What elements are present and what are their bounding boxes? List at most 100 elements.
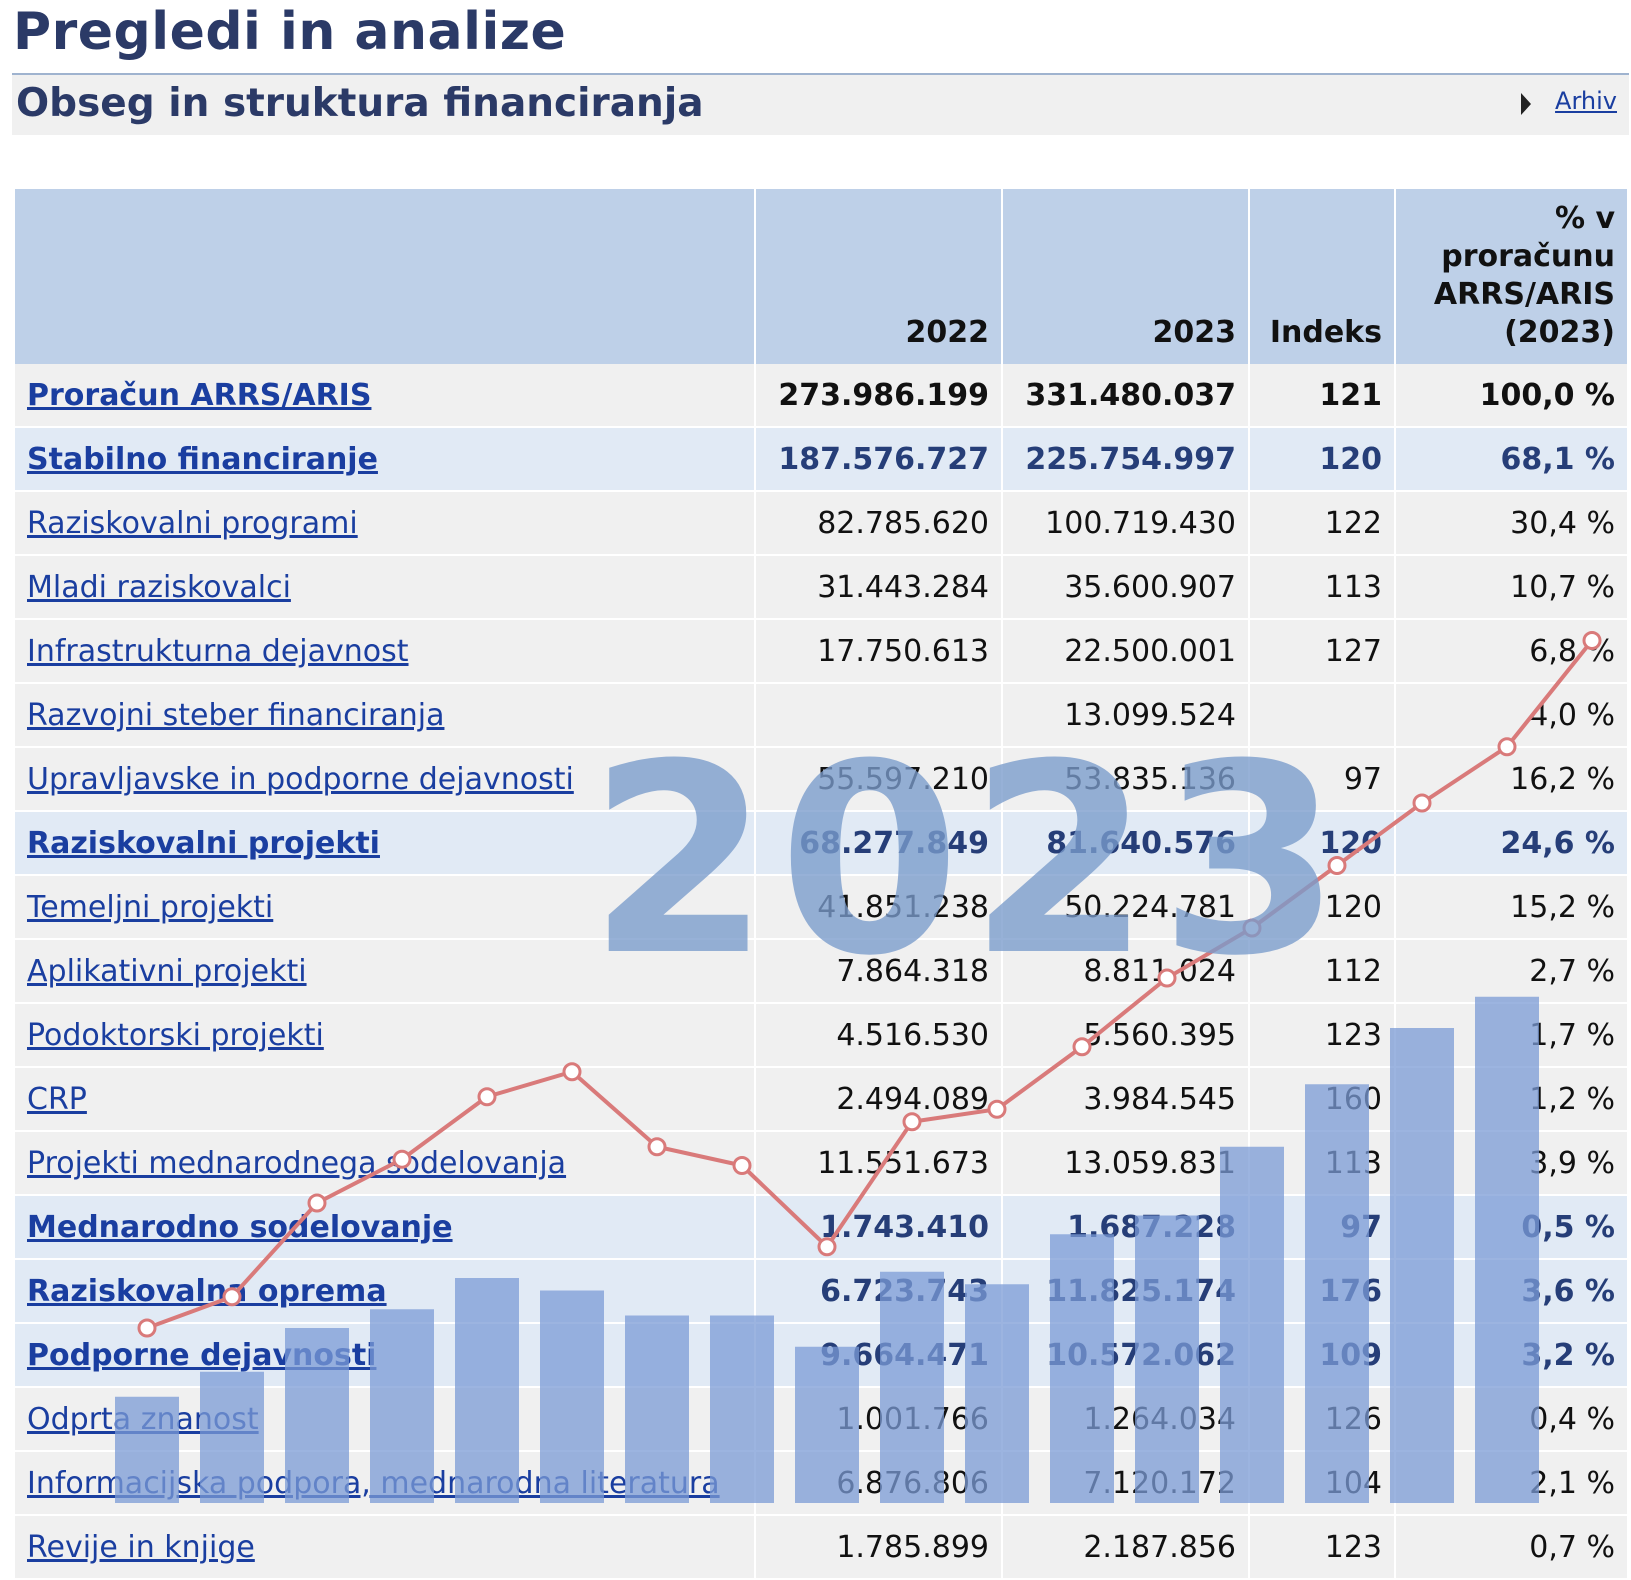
row-link[interactable]: Projekti mednarodnega sodelovanja [27,1145,567,1181]
row-label-cell: Revije in knjige [15,1515,756,1580]
index-value: 126 [1249,1387,1396,1452]
value-2023: 10.572.062 [1002,1323,1250,1388]
value-2023: 1.264.034 [1002,1387,1250,1452]
row-label-cell: Razvojni steber financiranja [15,683,756,748]
value-2022 [755,683,1003,748]
value-2023: 225.754.997 [1002,427,1250,492]
table-row: Mladi raziskovalci 31.443.284 35.600.907 11… [15,555,1627,620]
value-2022: 6.723.743 [755,1259,1003,1324]
index-value: 176 [1249,1259,1396,1324]
row-link[interactable]: Podporne dejavnosti [27,1337,377,1373]
row-link[interactable]: Upravljavske in podporne dejavnosti [27,761,574,797]
row-link[interactable]: Infrastrukturna dejavnost [27,633,409,669]
value-2023: 13.059.831 [1002,1131,1250,1196]
index-value: 113 [1249,1131,1396,1196]
table-row: Projekti mednarodnega sodelovanja 11.551.… [15,1131,1627,1196]
row-label-cell: Infrastrukturna dejavnost [15,619,756,684]
row-label-cell: Raziskovalni projekti [15,811,756,876]
table-row: Raziskovalni projekti 68.277.849 81.640.57… [15,811,1627,876]
table-row: Podoktorski projekti 4.516.530 5.560.395 12… [15,1003,1627,1068]
value-2023: 7.120.172 [1002,1451,1250,1516]
row-link[interactable]: Raziskovalna oprema [27,1273,387,1309]
index-value: 123 [1249,1515,1396,1580]
row-link[interactable]: Proračun ARRS/ARIS [27,377,372,413]
row-link[interactable]: Informacijska podpora, mednarodna litera… [27,1465,720,1501]
table-row: Podporne dejavnosti 9.664.471 10.572.062 10… [15,1323,1627,1388]
row-link[interactable]: Revije in knjige [27,1529,255,1565]
share-value: 3,2 % [1395,1323,1627,1388]
value-2023: 50.224.781 [1002,875,1250,940]
row-label-cell: Stabilno financiranje [15,427,756,492]
index-value: 123 [1249,1003,1396,1068]
table-row: CRP 2.494.089 3.984.545 160 1,2 % [15,1067,1627,1132]
share-value: 10,7 % [1395,555,1627,620]
value-2022: 1.001.766 [755,1387,1003,1452]
share-value: 68,1 % [1395,427,1627,492]
row-link[interactable]: Odprta znanost [27,1401,259,1437]
value-2022: 1.785.899 [755,1515,1003,1580]
row-link[interactable]: Stabilno financiranje [27,441,378,477]
value-2023: 1.687.228 [1002,1195,1250,1260]
index-value: 109 [1249,1323,1396,1388]
row-link[interactable]: Aplikativni projekti [27,953,307,989]
row-link[interactable]: Podoktorski projekti [27,1017,324,1053]
row-link[interactable]: Mednarodno sodelovanje [27,1209,453,1245]
share-value: 0,5 % [1395,1195,1627,1260]
row-label-cell: Mladi raziskovalci [15,555,756,620]
row-label-cell: CRP [15,1067,756,1132]
row-link[interactable]: Raziskovalni programi [27,505,358,541]
row-label-cell: Raziskovalni programi [15,491,756,556]
index-value: 120 [1249,875,1396,940]
table-row: Stabilno financiranje 187.576.727 225.754.… [15,427,1627,492]
value-2023: 331.480.037 [1002,364,1250,428]
row-label-cell: Podoktorski projekti [15,1003,756,1068]
table-row: Razvojni steber financiranja 13.099.524 4,… [15,683,1627,748]
index-value: 160 [1249,1067,1396,1132]
index-value: 122 [1249,491,1396,556]
index-value: 113 [1249,555,1396,620]
index-value: 97 [1249,1195,1396,1260]
value-2023: 5.560.395 [1002,1003,1250,1068]
index-value [1249,683,1396,748]
archive-link[interactable]: Arhiv [1555,87,1617,115]
row-label-cell: Mednarodno sodelovanje [15,1195,756,1260]
table-row: Proračun ARRS/ARIS 273.986.199 331.480.037… [15,364,1627,428]
row-link[interactable]: Temeljni projekti [27,889,274,925]
value-2022: 55.597.210 [755,747,1003,812]
row-label-cell: Proračun ARRS/ARIS [15,364,756,428]
row-link[interactable]: Raziskovalni projekti [27,825,380,861]
value-2022: 9.664.471 [755,1323,1003,1388]
value-2022: 82.785.620 [755,491,1003,556]
value-2022: 6.876.806 [755,1451,1003,1516]
index-value: 97 [1249,747,1396,812]
table-row: Upravljavske in podporne dejavnosti 55.59… [15,747,1627,812]
share-value: 1,7 % [1395,1003,1627,1068]
row-link[interactable]: CRP [27,1081,87,1117]
share-value: 16,2 % [1395,747,1627,812]
table-row: Raziskovalni programi 82.785.620 100.719.4… [15,491,1627,556]
share-value: 3,6 % [1395,1259,1627,1324]
table-row: Informacijska podpora, mednarodna litera… [15,1451,1627,1516]
index-value: 120 [1249,427,1396,492]
triangle-right-icon [1521,93,1531,115]
table-row: Raziskovalna oprema 6.723.743 11.825.174 17… [15,1259,1627,1324]
table-row: Mednarodno sodelovanje 1.743.410 1.687.228… [15,1195,1627,1260]
page-title: Pregledi in analize [13,2,567,62]
value-2022: 187.576.727 [755,427,1003,492]
row-label-cell: Upravljavske in podporne dejavnosti [15,747,756,812]
row-link[interactable]: Mladi raziskovalci [27,569,291,605]
row-label-cell: Informacijska podpora, mednarodna litera… [15,1451,756,1516]
header-2023: 2023 [1002,189,1250,364]
value-2023: 53.835.136 [1002,747,1250,812]
header-index: Indeks [1249,189,1396,364]
value-2022: 1.743.410 [755,1195,1003,1260]
table-header-row: 2022 2023 Indeks % v proračunu ARRS/ARIS… [15,189,1627,364]
row-label-cell: Odprta znanost [15,1387,756,1452]
row-link[interactable]: Razvojni steber financiranja [27,697,445,733]
value-2023: 100.719.430 [1002,491,1250,556]
share-value: 2,7 % [1395,939,1627,1004]
index-value: 120 [1249,811,1396,876]
title-divider [12,73,1629,75]
share-value: 2,1 % [1395,1451,1627,1516]
value-2022: 4.516.530 [755,1003,1003,1068]
